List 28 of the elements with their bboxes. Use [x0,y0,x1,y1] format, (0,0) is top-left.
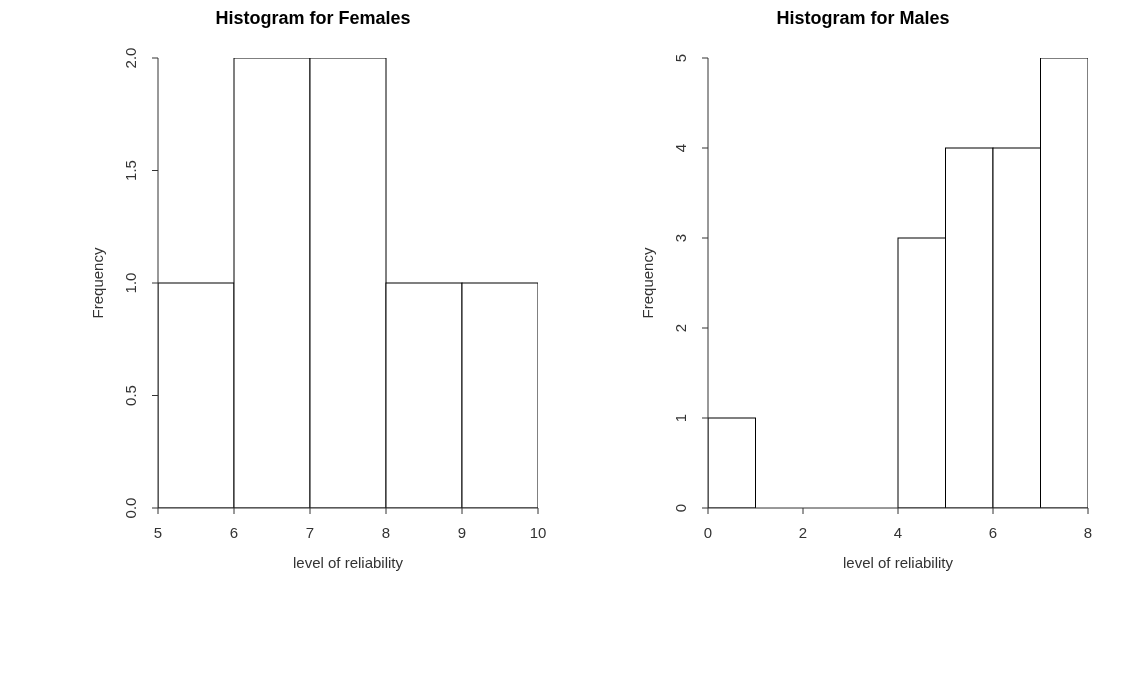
y-tick-label: 1 [672,413,689,423]
chart-title: Histogram for Males [775,8,951,30]
x-axis-title: level of reliability [842,554,954,571]
y-tick-label: 2.0 [122,47,139,69]
x-tick-label: 8 [1083,524,1093,541]
y-axis-title: Frequency [89,247,107,319]
x-tick-label: 6 [229,524,239,541]
x-tick-label: 2 [798,524,808,541]
y-tick-label: 5 [672,53,689,63]
x-tick-label: 4 [893,524,903,541]
y-axis-title: Frequency [639,247,657,319]
x-tick-label: 7 [305,524,315,541]
y-tick-label: 0.0 [122,497,139,519]
x-tick-label: 0 [703,524,713,541]
chart-title: Histogram for Females [214,8,412,30]
x-axis-title: level of reliability [292,554,404,571]
x-tick-label: 9 [457,524,467,541]
x-tick-label: 6 [988,524,998,541]
x-tick-label: 10 [529,524,547,541]
y-tick-label: 4 [672,143,689,153]
y-tick-label: 0 [672,503,689,513]
y-tick-label: 0.5 [122,385,139,406]
y-tick-label: 2 [672,323,689,333]
y-tick-label: 3 [672,233,689,243]
y-tick-label: 1.0 [122,272,139,294]
y-tick-label: 1.5 [122,160,139,181]
x-tick-label: 8 [381,524,391,541]
x-tick-label: 5 [153,524,163,541]
